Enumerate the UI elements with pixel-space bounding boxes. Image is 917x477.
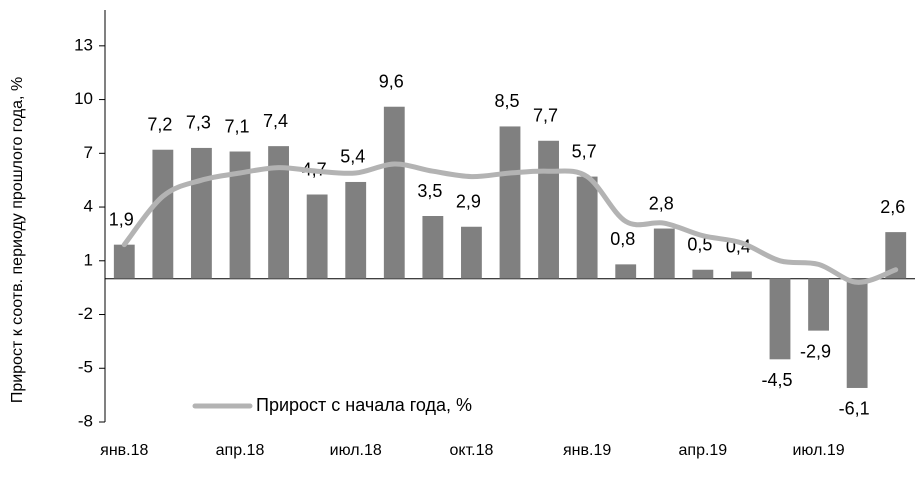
data-label: 7,2 [147,114,172,134]
data-label: 0,8 [610,229,635,249]
data-label: 7,7 [533,106,558,126]
bar [345,181,367,279]
data-label: -4,5 [761,370,792,390]
data-label: 5,7 [572,141,597,161]
y-axis-label: Прирост к соотв. периоду прошлого года, … [9,77,26,403]
legend-label: Прирост с начала года, % [256,395,472,415]
x-tick-label: янв.18 [100,442,148,459]
x-tick-label: апр.19 [679,442,728,459]
data-label: 0,5 [687,234,712,254]
data-label: 3,5 [417,181,442,201]
y-tick-label: 7 [84,143,93,162]
data-label: 2,8 [649,193,674,213]
bar [191,147,212,279]
y-tick-label: -2 [78,304,93,323]
bar [268,146,289,279]
bar [808,278,829,331]
x-tick-label: июл.18 [330,442,382,459]
data-label: 8,5 [494,91,519,111]
bar [461,226,482,279]
bar [152,149,174,279]
bar [731,271,752,279]
x-tick-label: апр.18 [216,442,265,459]
y-tick-label: -8 [78,411,93,430]
bar [615,264,637,279]
bar [383,106,405,279]
bar [113,244,135,279]
y-tick-label: 10 [74,89,93,108]
bar [653,228,675,279]
bar [769,278,791,360]
y-tick-label: 4 [84,197,93,216]
data-label: 2,6 [880,197,905,217]
y-tick-label: 13 [74,35,93,54]
x-tick-label: июл.19 [792,442,844,459]
line [121,161,899,285]
data-label: 1,9 [109,209,134,229]
bar [422,216,444,279]
bar [229,151,251,279]
data-label: 5,4 [340,147,365,167]
bar [538,140,559,279]
x-tick-label: окт.18 [449,442,493,459]
data-label: 7,1 [224,116,249,136]
bar [692,269,714,279]
x-tick-label: янв.19 [563,442,611,459]
bar [576,176,598,279]
bar [499,126,521,279]
data-label: 7,3 [186,113,211,133]
data-label: 2,9 [456,191,481,211]
data-label: -6,1 [839,399,870,419]
data-label: 9,6 [379,71,404,91]
data-label: -2,9 [800,341,831,361]
y-tick-label: 1 [84,250,93,269]
bar [885,232,907,279]
bar [306,194,328,279]
data-label: 7,4 [263,111,288,131]
y-tick-label: -5 [78,358,93,377]
bar [846,278,868,388]
